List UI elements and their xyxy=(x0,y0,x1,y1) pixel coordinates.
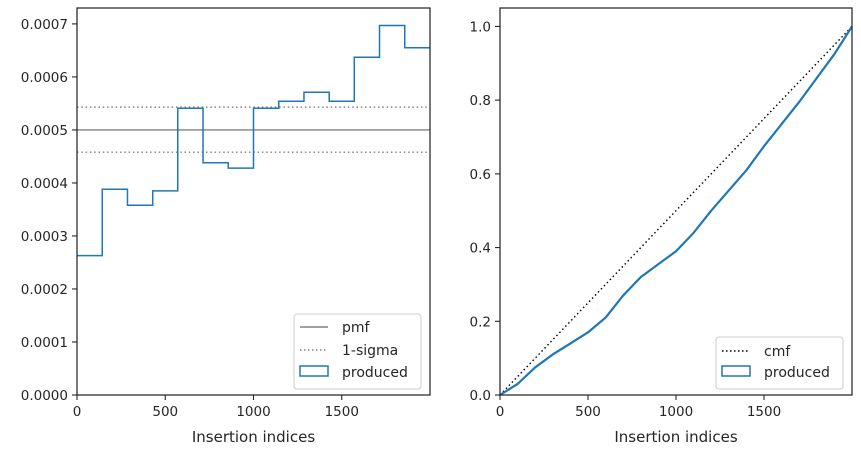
y-tick-label: 0.6 xyxy=(470,167,491,183)
x-axis-label: Insertion indices xyxy=(614,428,737,446)
legend-produced-handle xyxy=(721,365,751,377)
y-tick-label: 0.0006 xyxy=(21,70,68,86)
x-tick-label: 500 xyxy=(575,404,601,420)
legend-1-sigma-label: 1-sigma xyxy=(342,343,398,359)
legend-produced-label: produced xyxy=(342,365,408,381)
y-tick-label: 1.0 xyxy=(470,19,491,35)
y-tick-label: 0.0000 xyxy=(21,388,68,404)
legend-cmf-label: cmf xyxy=(764,344,791,360)
y-tick-label: 0.0001 xyxy=(21,335,68,351)
x-tick-label: 1500 xyxy=(325,404,359,420)
x-tick-label: 0 xyxy=(496,404,505,420)
legend-produced-handle xyxy=(299,365,329,377)
cumulative-panel: 0 500 1000 1500 0.0 0.2 0.4 0.6 0.8 1.0 Insertio… xyxy=(470,7,853,446)
y-tick-label: 0.0002 xyxy=(21,282,68,298)
y-tick-label: 0.8 xyxy=(470,93,491,109)
y-tick-label: 0.2 xyxy=(470,314,491,330)
produced-series-line xyxy=(499,25,853,396)
y-tick-label: 0.4 xyxy=(470,241,491,257)
legend-produced-label: produced xyxy=(764,365,830,381)
cmf-series-line xyxy=(499,25,853,396)
y-tick-label: 0.0007 xyxy=(21,17,68,33)
y-tick-label: 0.0 xyxy=(470,388,491,404)
x-tick-label: 1000 xyxy=(236,404,270,420)
histogram-panel: 0 500 1000 1500 0.0000 0.0001 0.0002 0.0003 0.0… xyxy=(21,7,431,446)
legend-box xyxy=(293,313,422,390)
legend-pmf-label: pmf xyxy=(342,320,371,336)
y-tick-label: 0.0004 xyxy=(21,176,68,192)
y-tick-label: 0.0005 xyxy=(21,123,68,139)
x-tick-label: 1000 xyxy=(659,404,693,420)
x-tick-label: 0 xyxy=(73,404,82,420)
x-tick-label: 500 xyxy=(152,404,178,420)
x-axis-label: Insertion indices xyxy=(192,428,315,446)
y-tick-label: 0.0003 xyxy=(21,229,68,245)
legend: cmf produced xyxy=(715,336,844,390)
x-tick-label: 1500 xyxy=(747,404,781,420)
produced-histogram-step xyxy=(77,24,430,257)
legend: pmf 1-sigma produced xyxy=(293,313,422,390)
